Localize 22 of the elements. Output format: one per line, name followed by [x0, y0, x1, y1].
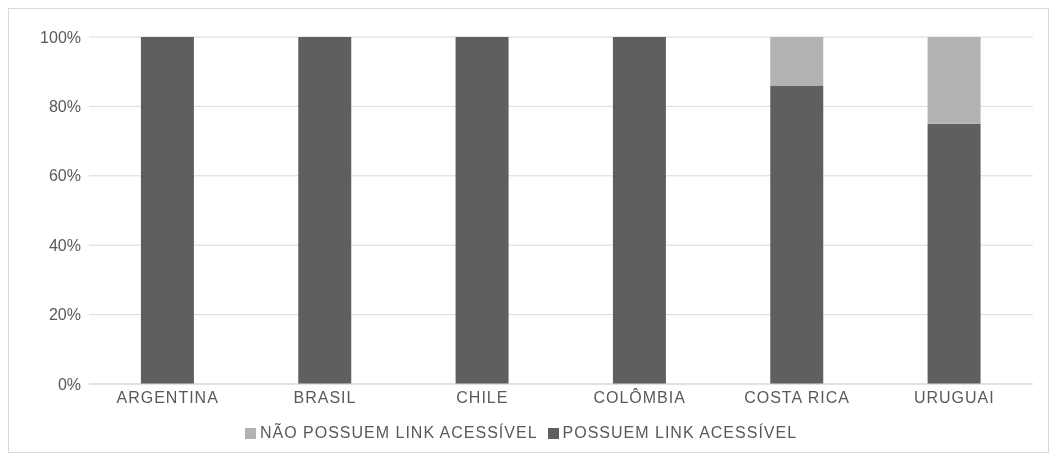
x-tick-label: BRASIL: [293, 389, 357, 407]
bar: [927, 123, 981, 384]
x-tick-label: COSTA RICA: [744, 389, 850, 407]
bar: [455, 37, 509, 384]
bar: [140, 37, 194, 384]
legend-label: NÃO POSSUEM LINK ACESSÍVEL: [259, 424, 538, 441]
y-tick-label: 60%: [48, 167, 81, 185]
y-tick-label: 20%: [48, 306, 81, 324]
y-tick-label: 100%: [40, 28, 81, 46]
bar: [612, 37, 666, 384]
bar: [770, 85, 824, 384]
legend-label: POSSUEM LINK ACESSÍVEL: [562, 424, 798, 441]
x-tick-label: ARGENTINA: [116, 389, 219, 407]
bar: [298, 37, 352, 384]
x-tick-label: URUGUAI: [913, 389, 995, 407]
x-tick-label: COLÔMBIA: [593, 388, 686, 407]
bar: [770, 37, 824, 86]
bar: [927, 37, 981, 124]
y-tick-label: 80%: [48, 98, 81, 116]
y-tick-label: 40%: [48, 236, 81, 254]
x-tick-label: CHILE: [456, 389, 509, 407]
y-tick-label: 0%: [57, 375, 81, 393]
